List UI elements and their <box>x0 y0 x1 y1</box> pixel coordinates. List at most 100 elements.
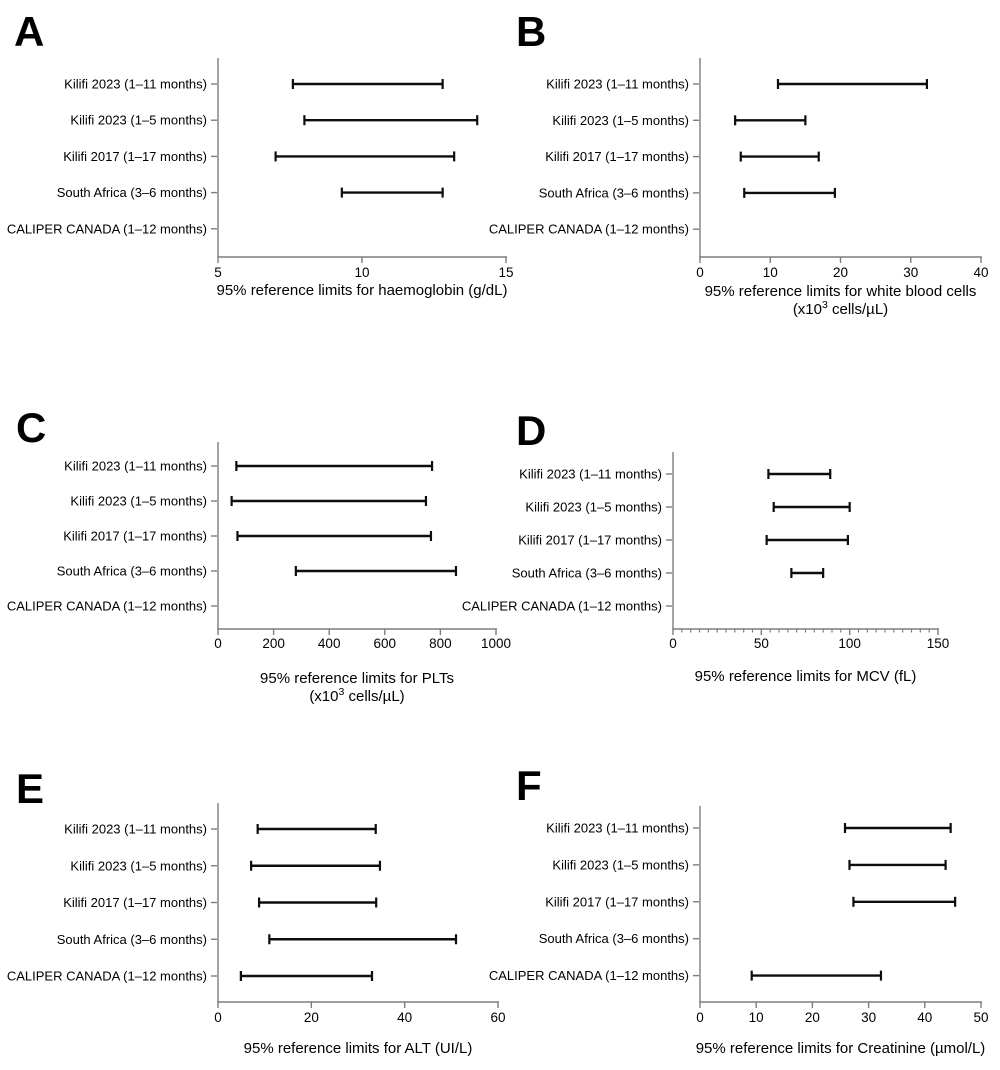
x-axis-title-line: 95% reference limits for PLTs <box>260 670 454 687</box>
reference-range-bar <box>734 115 807 126</box>
x-tick-label: 10 <box>354 265 369 280</box>
superscript: 3 <box>339 686 345 698</box>
category-label: Kilifi 2023 (1–5 months) <box>552 113 689 128</box>
x-tick-label: 5 <box>214 265 222 280</box>
panel-A: A 5 10 15 Kilifi 2023 (1–11 months) Kilifi 20… <box>0 0 514 390</box>
category-label: Kilifi 2023 (1–5 months) <box>70 113 207 128</box>
x-axis-title-line: 95% reference limits for ALT (UI/L) <box>244 1040 473 1057</box>
x-tick-label: 0 <box>669 636 677 651</box>
x-tick-label: 20 <box>805 1010 820 1025</box>
panel-F: F 0 10 20 30 40 50 Kilifi 2023 (1–11 months) Kil… <box>489 750 1000 1070</box>
x-tick-label: 30 <box>861 1010 876 1025</box>
panel-letter-B: B <box>516 8 546 55</box>
x-tick-label: 200 <box>262 636 285 651</box>
reference-range-bar <box>750 970 883 981</box>
x-axis-title-line: 95% reference limits for MCV (fL) <box>695 668 917 685</box>
reference-range-bar <box>230 496 428 506</box>
category-label: CALIPER CANADA (1–12 months) <box>7 599 207 614</box>
panel-letter-D: D <box>516 407 546 454</box>
category-label: Kilifi 2023 (1–11 months) <box>64 459 207 474</box>
category-label: South Africa (3–6 months) <box>57 932 207 947</box>
panel-letter-F: F <box>516 762 542 809</box>
reference-range-bar <box>340 187 444 198</box>
x-tick-label: 50 <box>754 636 769 651</box>
panel-D: D 0 50 100 150 Kilifi 2023 (1–11 months) Kilif… <box>462 390 1000 750</box>
category-label: CALIPER CANADA (1–12 months) <box>489 222 689 237</box>
superscript: 3 <box>822 299 828 311</box>
category-label: Kilifi 2023 (1–5 months) <box>525 500 662 515</box>
reference-range-bar <box>852 896 957 907</box>
panel-D-svg: D 0 50 100 150 Kilifi 2023 (1–11 months) Kilif… <box>462 407 950 685</box>
category-label: CALIPER CANADA (1–12 months) <box>7 221 207 236</box>
category-label: Kilifi 2023 (1–11 months) <box>546 77 689 92</box>
panel-letter-A: A <box>14 8 44 55</box>
reference-range-bar <box>239 971 374 981</box>
x-axis-title-line: 95% reference limits for haemoglobin (g/… <box>217 282 508 299</box>
category-label: CALIPER CANADA (1–12 months) <box>462 599 662 614</box>
x-tick-label: 40 <box>973 265 988 280</box>
category-label: Kilifi 2023 (1–11 months) <box>519 467 662 482</box>
x-tick-label: 1000 <box>481 636 511 651</box>
reference-range-bar <box>843 823 952 833</box>
x-tick-label: 800 <box>429 636 452 651</box>
reference-range-bar <box>268 934 458 945</box>
reference-range-bar <box>743 187 836 198</box>
panel-E-svg: E 0 20 40 60 Kilifi 2023 (1–11 months) Kilifi … <box>7 765 506 1057</box>
x-tick-label: 10 <box>763 265 778 280</box>
reference-range-bar <box>772 502 851 512</box>
category-label: Kilifi 2017 (1–17 months) <box>63 149 207 164</box>
x-axis-title-line: 95% reference limits for Creatinine (µmo… <box>696 1040 986 1057</box>
x-tick-label: 15 <box>498 265 513 280</box>
panel-F-svg: F 0 10 20 30 40 50 Kilifi 2023 (1–11 months) Kil… <box>489 762 989 1057</box>
x-tick-label: 0 <box>696 1010 704 1025</box>
panel-E: E 0 20 40 60 Kilifi 2023 (1–11 months) Kilifi … <box>0 750 506 1070</box>
reference-range-bar <box>848 859 947 870</box>
category-label: Kilifi 2023 (1–11 months) <box>546 821 689 836</box>
reference-range-bar <box>256 824 377 834</box>
category-label: South Africa (3–6 months) <box>539 185 689 200</box>
category-label: South Africa (3–6 months) <box>57 564 207 579</box>
x-tick-label: 40 <box>397 1010 412 1025</box>
panel-letter-E: E <box>16 765 44 812</box>
x-tick-label: 0 <box>214 636 222 651</box>
x-tick-label: 20 <box>833 265 848 280</box>
x-axis-title-line: (x103 cells/µL) <box>309 686 404 705</box>
panel-A-svg: A 5 10 15 Kilifi 2023 (1–11 months) Kilifi 20… <box>7 8 514 299</box>
panel-letter-C: C <box>16 404 46 451</box>
category-label: South Africa (3–6 months) <box>539 931 689 946</box>
category-label: Kilifi 2017 (1–17 months) <box>63 529 207 544</box>
reference-range-bar <box>291 79 444 89</box>
panel-B-svg: B 0 10 20 30 40 Kilifi 2023 (1–11 months) Kilif… <box>489 8 989 318</box>
x-tick-label: 60 <box>490 1010 505 1025</box>
reference-range-bar <box>790 568 825 578</box>
category-label: Kilifi 2023 (1–5 months) <box>552 857 689 872</box>
x-tick-label: 30 <box>903 265 918 280</box>
x-tick-label: 150 <box>927 636 950 651</box>
x-tick-label: 20 <box>304 1010 319 1025</box>
category-label: Kilifi 2023 (1–5 months) <box>70 494 207 509</box>
category-label: Kilifi 2023 (1–5 months) <box>70 858 207 873</box>
reference-range-bar <box>303 115 479 126</box>
x-axis-title-line: 95% reference limits for white blood cel… <box>705 283 977 300</box>
x-tick-label: 40 <box>917 1010 932 1025</box>
reference-range-bar <box>765 535 849 545</box>
category-label: Kilifi 2017 (1–17 months) <box>63 895 207 910</box>
category-label: South Africa (3–6 months) <box>57 185 207 200</box>
reference-range-bar <box>236 531 433 541</box>
reference-range-bar <box>739 151 820 162</box>
x-axis-title-line: (x103 cells/µL) <box>793 299 888 318</box>
reference-range-bar <box>250 860 382 871</box>
category-label: Kilifi 2017 (1–17 months) <box>545 894 689 909</box>
reference-range-bar <box>257 897 378 908</box>
x-tick-label: 0 <box>696 265 704 280</box>
x-tick-label: 400 <box>318 636 341 651</box>
category-label: Kilifi 2023 (1–11 months) <box>64 822 207 837</box>
panel-C-svg: C 0 200 400 600 800 1000 Kilifi 2023 (1–11 mont… <box>7 404 511 705</box>
category-label: Kilifi 2023 (1–11 months) <box>64 77 207 92</box>
category-label: South Africa (3–6 months) <box>512 566 662 581</box>
reference-range-bar <box>776 79 929 89</box>
x-tick-label: 0 <box>214 1010 222 1025</box>
x-tick-label: 600 <box>374 636 397 651</box>
category-label: CALIPER CANADA (1–12 months) <box>489 968 689 983</box>
